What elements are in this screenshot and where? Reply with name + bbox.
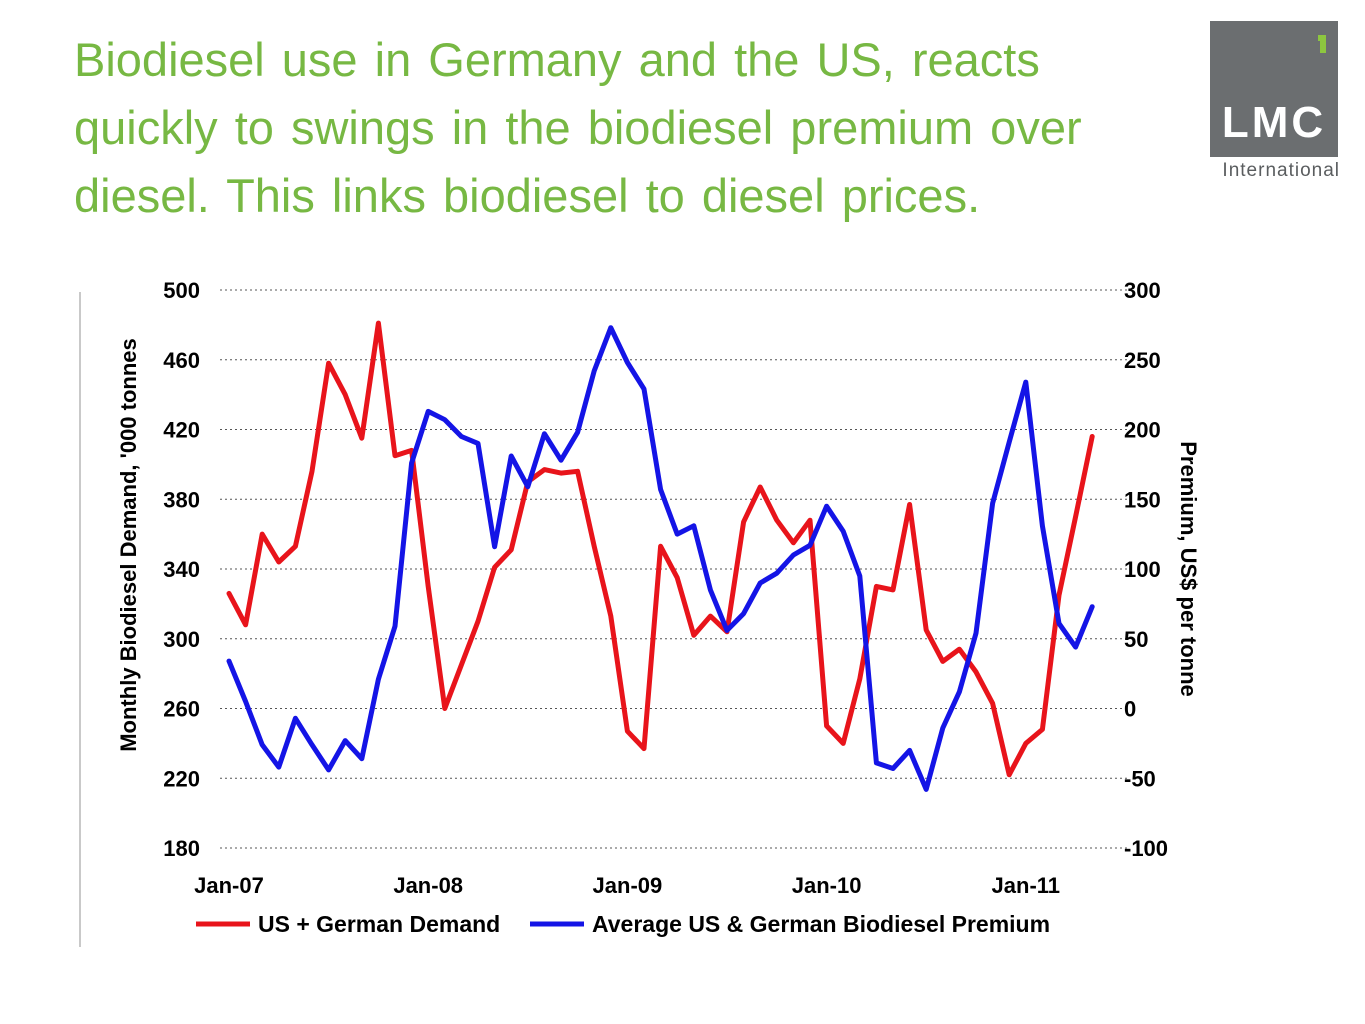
x-tick-label: Jan-09	[593, 873, 663, 898]
series-lines	[226, 320, 1095, 792]
y-tick-label: 380	[163, 487, 200, 512]
y2-tick-label: -50	[1124, 766, 1156, 791]
y2-tick-label: 50	[1124, 627, 1148, 652]
title-line-1: Biodiesel use in Germany and the US, rea…	[74, 33, 1040, 86]
y-tick-label: 180	[163, 836, 200, 861]
y-tick-label: 420	[163, 418, 200, 443]
y2-tick-label: 0	[1124, 697, 1136, 722]
title-line-2: quickly to swings in the biodiesel premi…	[74, 101, 1082, 154]
y-tick-label: 340	[163, 557, 200, 582]
y-tick-label: 500	[163, 278, 200, 303]
x-tick-label: Jan-08	[393, 873, 463, 898]
slide-divider	[79, 292, 81, 947]
series-line-demand	[226, 320, 1095, 778]
title-line-3: diesel. This links biodiesel to diesel p…	[74, 169, 981, 222]
y2-axis-label: Premium, US$ per tonne	[1176, 441, 1201, 697]
y-tick-label: 220	[163, 766, 200, 791]
x-tick-label: Jan-07	[194, 873, 264, 898]
x-tick-label: Jan-11	[992, 873, 1061, 898]
legend: US + German Demand Average US & German B…	[196, 911, 1050, 937]
x-tick-label: Jan-10	[792, 873, 862, 898]
logo-subtext: International	[1222, 160, 1340, 181]
y-tick-label: 460	[163, 348, 200, 373]
x-axis-ticks: Jan-07 Jan-08 Jan-09 Jan-10 Jan-11	[194, 873, 1060, 898]
legend-label-premium: Average US & German Biodiesel Premium	[592, 911, 1050, 937]
y2-tick-label: 250	[1124, 348, 1161, 373]
right-axis-ticks: 300 250 200 150 100 50 0 -50 -100	[1124, 278, 1168, 861]
y2-tick-label: 300	[1124, 278, 1161, 303]
legend-label-demand: US + German Demand	[258, 911, 500, 937]
series-line-premium	[226, 325, 1095, 792]
logo-wordmark: LMC	[1221, 98, 1327, 147]
y2-tick-label: -100	[1124, 836, 1168, 861]
lmc-logo: LMC	[1210, 21, 1338, 157]
left-axis-ticks: 500 460 420 380 340 300 260 220 180	[163, 278, 200, 861]
y-axis-label: Monthly Biodiesel Demand, '000 tonnes	[116, 338, 141, 752]
y2-tick-label: 200	[1124, 418, 1161, 443]
y-tick-label: 260	[163, 697, 200, 722]
y2-tick-label: 100	[1124, 557, 1161, 582]
logo-corner-mark-icon	[1318, 35, 1326, 53]
y-tick-label: 300	[163, 627, 200, 652]
slide-title: Biodiesel use in Germany and the US, rea…	[74, 26, 1194, 230]
y2-tick-label: 150	[1124, 487, 1161, 512]
